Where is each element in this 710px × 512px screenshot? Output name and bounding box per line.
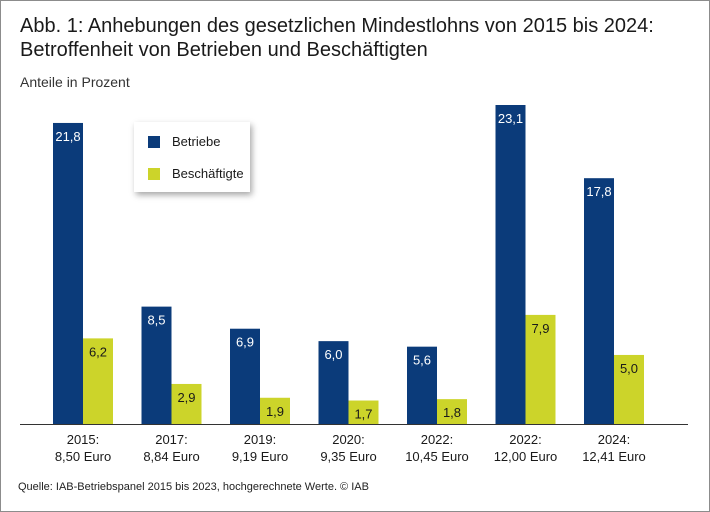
x-tick-label-0-line-2: 8,50 Euro	[55, 449, 111, 464]
x-tick-label-1-line-1: 2017:	[155, 432, 188, 447]
bar-betriebe-4	[407, 346, 437, 424]
x-tick-label-1-line-2: 8,84 Euro	[143, 449, 199, 464]
legend-swatch-betriebe	[148, 136, 160, 148]
data-label-betriebe-6: 17,8	[586, 184, 611, 199]
bar-beschaeftigte-6	[614, 354, 644, 424]
bar-chart: 21,8 6,2 2015: 8,50 Euro 8,5 2,9 2017: 8,84 Eur…	[20, 105, 688, 464]
legend-swatch-beschaeftigte	[148, 168, 160, 180]
legend-label-beschaeftigte: Beschäftigte	[172, 166, 244, 181]
x-tick-label-5-line-1: 2022:	[509, 432, 542, 447]
legend: Betriebe Beschäftigte	[134, 122, 250, 192]
x-tick-label-6-line-2: 12,41 Euro	[582, 449, 646, 464]
source-note: Quelle: IAB-Betriebspanel 2015 bis 2023,…	[18, 481, 369, 493]
y-axis-unit-label: Anteile in Prozent	[20, 74, 130, 90]
bar-beschaeftigte-5	[525, 314, 556, 424]
bar-beschaeftigte-3	[348, 400, 379, 424]
data-label-betriebe-4: 5,6	[413, 353, 431, 368]
x-tick-label-4-line-2: 10,45 Euro	[405, 449, 469, 464]
data-label-betriebe-1: 8,5	[147, 313, 165, 328]
data-label-betriebe-3: 6,0	[324, 347, 342, 362]
x-tick-label-2-line-2: 9,19 Euro	[232, 449, 288, 464]
bar-betriebe-1	[141, 306, 172, 424]
x-tick-label-5-line-2: 12,00 Euro	[494, 449, 558, 464]
chart-title-line-2: Betroffenheit von Betrieben und Beschäft…	[20, 39, 428, 61]
data-label-beschaeftigte-5: 7,9	[531, 321, 549, 336]
bar-betriebe-0	[53, 122, 83, 424]
data-label-beschaeftigte-6: 5,0	[620, 361, 638, 376]
data-label-beschaeftigte-4: 1,8	[443, 405, 461, 420]
x-tick-label-4-line-1: 2022:	[421, 432, 454, 447]
bar-betriebe-2	[230, 328, 260, 424]
x-tick-label-6-line-1: 2024:	[598, 432, 631, 447]
data-label-beschaeftigte-3: 1,7	[354, 407, 372, 422]
bar-beschaeftigte-4	[437, 399, 467, 424]
bar-beschaeftigte-0	[83, 338, 113, 424]
data-label-betriebe-0: 21,8	[55, 129, 80, 144]
chart-title: Abb. 1: Anhebungen des gesetzlichen Mind…	[20, 14, 654, 62]
data-label-betriebe-5: 23,1	[498, 111, 523, 126]
bar-betriebe-5	[495, 105, 526, 424]
data-label-beschaeftigte-0: 6,2	[89, 344, 107, 359]
legend-label-betriebe: Betriebe	[172, 134, 221, 149]
x-tick-label-0-line-1: 2015:	[67, 432, 100, 447]
data-label-beschaeftigte-1: 2,9	[177, 390, 195, 405]
data-label-betriebe-2: 6,9	[236, 335, 254, 350]
bar-betriebe-6	[584, 178, 614, 424]
chart-title-line-1: Abb. 1: Anhebungen des gesetzlichen Mind…	[20, 15, 654, 37]
x-tick-label-3-line-2: 9,35 Euro	[320, 449, 376, 464]
bar-beschaeftigte-1	[171, 383, 202, 424]
x-tick-label-3-line-1: 2020:	[332, 432, 365, 447]
x-tick-label-2-line-1: 2019:	[244, 432, 277, 447]
bar-betriebe-3	[318, 341, 349, 424]
data-label-beschaeftigte-2: 1,9	[266, 404, 284, 419]
bar-beschaeftigte-2	[260, 397, 290, 424]
